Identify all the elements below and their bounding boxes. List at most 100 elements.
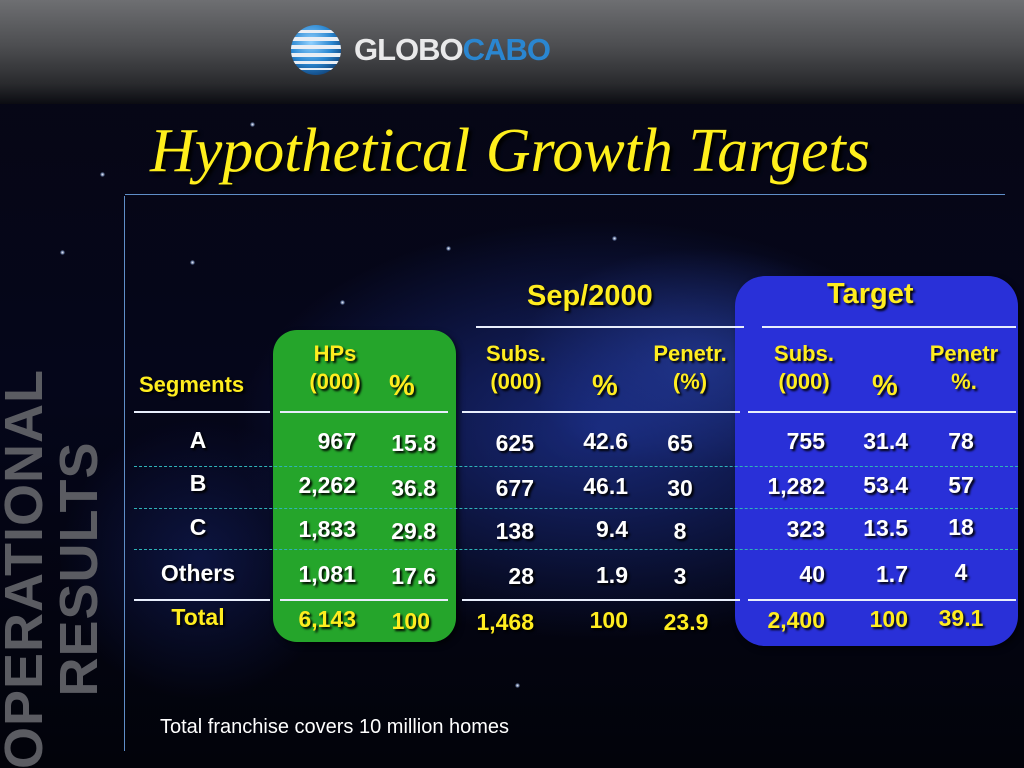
cell-segment: C — [189, 514, 207, 540]
cell-segment: A — [189, 427, 207, 453]
total-rule — [748, 599, 1016, 601]
group-rule-target — [762, 326, 1016, 328]
star-decoration — [446, 246, 451, 251]
header-tgt-pen-line1: Penetr — [929, 341, 999, 366]
star-decoration — [612, 236, 617, 241]
cell-sep-subs: 138 — [495, 518, 534, 544]
cell-tgt-pct: 1.7 — [876, 561, 908, 587]
header-rule — [462, 411, 740, 413]
cell-hps: 967 — [317, 428, 356, 454]
header-hps-pct: % — [389, 370, 415, 402]
star-decoration — [190, 260, 195, 265]
header-tgt-pen-line2: %. — [951, 369, 977, 394]
header-sep-pen: Penetr. (%) — [640, 340, 740, 396]
cell-tgt-pct: 31.4 — [863, 428, 908, 454]
cell-sep-pen: 8 — [673, 518, 687, 544]
cell-tgt-subs: 755 — [786, 428, 825, 454]
footnote: Total franchise covers 10 million homes — [160, 716, 510, 738]
cell-segment-total: Total — [171, 604, 225, 630]
group-title-target: Target — [827, 278, 914, 310]
cell-sep-pen: 30 — [667, 475, 693, 501]
cell-tgt-pct: 53.4 — [863, 472, 908, 498]
cell-tgt-subs: 40 — [799, 561, 825, 587]
row-separator — [134, 466, 1018, 467]
cell-hps-pct-total: 100 — [391, 608, 430, 634]
cell-sep-subs-total: 1,468 — [476, 609, 534, 635]
cell-tgt-subs: 323 — [786, 516, 825, 542]
header-sep-pen-line1: Penetr. — [653, 341, 727, 366]
row-separator — [134, 549, 1018, 550]
header-tgt-subs-line2: (000) — [778, 369, 830, 394]
cell-sep-subs: 625 — [495, 430, 534, 456]
cell-sep-pct: 1.9 — [596, 562, 628, 588]
header-hps-line1: HPs — [313, 341, 357, 366]
cell-tgt-pct: 13.5 — [863, 515, 908, 541]
header-hps: HPs (000) — [296, 340, 374, 396]
header-sep-pen-line2: (%) — [672, 369, 708, 394]
cell-sep-pct: 46.1 — [583, 473, 628, 499]
header-tgt-pct: % — [872, 370, 898, 402]
star-decoration — [100, 172, 105, 177]
cell-hps-pct: 36.8 — [391, 475, 436, 501]
star-decoration — [250, 122, 255, 127]
cell-hps-total: 6,143 — [298, 606, 356, 632]
header-sep-subs: Subs. (000) — [476, 340, 556, 396]
total-rule — [280, 599, 448, 601]
cell-segment: B — [189, 470, 207, 496]
title-divider — [125, 194, 1005, 195]
total-rule — [462, 599, 740, 601]
logo-text-cabo: CABO — [462, 32, 551, 67]
header-sep-subs-line1: Subs. — [486, 341, 546, 366]
cell-tgt-subs-total: 2,400 — [767, 607, 825, 633]
cell-sep-pct: 42.6 — [583, 428, 628, 454]
group-rule-sep2000 — [476, 326, 744, 328]
cell-hps-pct: 17.6 — [391, 563, 436, 589]
header-sep-pct: % — [592, 370, 618, 402]
side-label: OPERATIONAL RESULTS — [0, 369, 109, 768]
header-rule — [134, 411, 270, 413]
header-band — [0, 0, 1024, 104]
cell-sep-pen: 65 — [667, 430, 693, 456]
header-tgt-subs-line1: Subs. — [774, 341, 834, 366]
cell-tgt-pct-total: 100 — [869, 606, 908, 632]
hps-panel — [273, 330, 456, 642]
row-separator — [134, 508, 1018, 509]
globocabo-logo: GLOBOCABO — [288, 22, 551, 78]
cell-tgt-pen-total: 39.1 — [938, 605, 984, 631]
cell-hps-pct: 15.8 — [391, 430, 436, 456]
cell-sep-subs: 677 — [495, 475, 534, 501]
header-tgt-pen: Penetr %. — [916, 340, 1012, 396]
cell-sep-pen-total: 23.9 — [663, 609, 709, 635]
star-decoration — [60, 250, 65, 255]
logo-text-globo: GLOBO — [354, 32, 464, 67]
header-rule — [280, 411, 448, 413]
cell-hps-pct: 29.8 — [391, 518, 436, 544]
cell-tgt-pen: 57 — [948, 472, 974, 498]
cell-tgt-subs: 1,282 — [767, 473, 825, 499]
header-tgt-subs: Subs. (000) — [764, 340, 844, 396]
left-divider — [124, 196, 125, 751]
side-label-line1: OPERATIONAL — [0, 369, 54, 768]
star-decoration — [340, 300, 345, 305]
cell-hps: 2,262 — [298, 472, 356, 498]
total-rule — [134, 599, 270, 601]
cell-tgt-pen: 18 — [948, 514, 974, 540]
cell-sep-subs: 28 — [508, 563, 534, 589]
cell-hps: 1,833 — [298, 516, 356, 542]
header-segments: Segments — [139, 372, 245, 397]
star-decoration — [515, 683, 520, 688]
side-label-line2: RESULTS — [49, 441, 109, 697]
cell-tgt-pen: 4 — [954, 559, 968, 585]
page-title: Hypothetical Growth Targets — [150, 117, 870, 185]
cell-sep-pen: 3 — [673, 563, 687, 589]
cell-tgt-pen: 78 — [948, 428, 974, 454]
header-sep-subs-line2: (000) — [490, 369, 542, 394]
globe-stripes-icon — [291, 25, 341, 75]
header-hps-line2: (000) — [309, 369, 361, 394]
header-rule — [748, 411, 1016, 413]
cell-sep-pct-total: 100 — [589, 607, 628, 633]
group-title-sep2000: Sep/2000 — [527, 280, 653, 312]
cell-segment: Others — [160, 560, 236, 586]
cell-sep-pct: 9.4 — [596, 516, 628, 542]
